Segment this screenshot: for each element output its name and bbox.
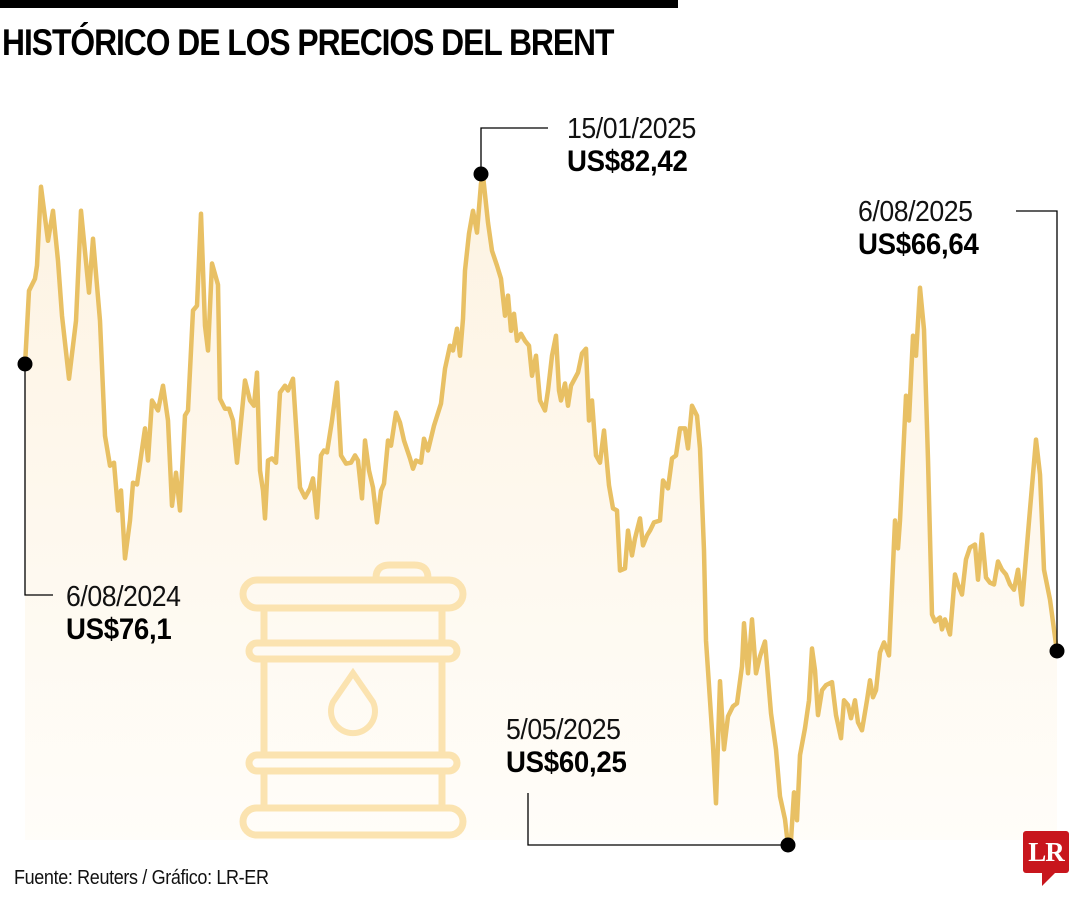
annotation-date: 6/08/2024 <box>66 581 181 613</box>
lr-logo-tail <box>1042 872 1056 886</box>
annotation-max: 15/01/2025 US$82,42 <box>567 113 707 179</box>
annotation-price: US$60,25 <box>506 746 627 779</box>
annotation-price: US$76,1 <box>66 613 172 646</box>
oil-barrel-icon <box>239 561 467 839</box>
annotation-date: 15/01/2025 <box>567 113 696 145</box>
annotation-end: 6/08/2025 US$66,64 <box>858 196 989 262</box>
annotation-min: 5/05/2025 US$60,25 <box>506 714 637 780</box>
marker-min <box>780 837 796 853</box>
lr-logo: LR <box>1023 831 1069 873</box>
chart-title: HISTÓRICO DE LOS PRECIOS DEL BRENT <box>2 22 614 63</box>
price-line <box>22 173 1060 848</box>
annotation-date: 5/05/2025 <box>506 714 621 746</box>
annotation-leaders <box>24 127 1058 846</box>
top-rule <box>0 0 678 8</box>
price-area-fill <box>25 175 1057 846</box>
annotation-markers <box>17 166 1065 853</box>
marker-max <box>473 166 489 182</box>
annotation-start: 6/08/2024 US$76,1 <box>66 581 191 647</box>
annotation-date: 6/08/2025 <box>858 196 973 228</box>
annotation-price: US$66,64 <box>858 228 979 261</box>
marker-start <box>17 356 33 372</box>
source-credit: Fuente: Reuters / Gráfico: LR-ER <box>14 867 269 889</box>
annotation-price: US$82,42 <box>567 145 688 178</box>
marker-end <box>1049 643 1065 659</box>
